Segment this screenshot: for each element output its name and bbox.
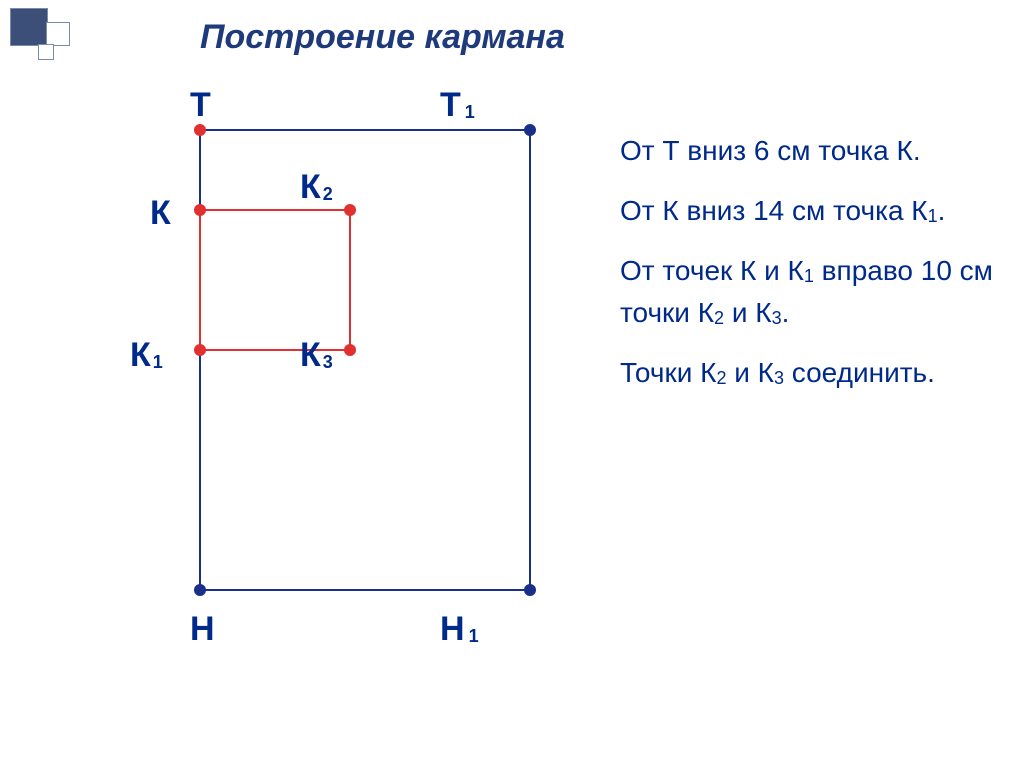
instr4-sub2: 3: [774, 368, 784, 388]
label-T: Т: [190, 86, 211, 124]
point-H: [194, 584, 206, 596]
instr4-text-b: и К: [726, 357, 774, 388]
inner-rect: [200, 210, 350, 350]
point-K2: [344, 204, 356, 216]
label-H: Н: [190, 610, 215, 648]
instr3-end: .: [782, 297, 790, 328]
label-H1: Н1: [440, 610, 479, 648]
instructions-block: От Т вниз 6 см точка К. От К вниз 14 см …: [620, 130, 1000, 412]
instr4-text-a: Точки К: [620, 357, 716, 388]
point-K1: [194, 344, 206, 356]
instr3-text-c: и К: [724, 297, 772, 328]
instr4-text-c: соединить.: [784, 357, 935, 388]
deco-square-3: [38, 44, 54, 60]
instr3-sub3: 3: [772, 308, 782, 328]
instr3-sub2: 2: [714, 308, 724, 328]
instruction-line-3: От точек К и К1 вправо 10 см точки К2 и …: [620, 250, 1000, 334]
deco-square-2: [46, 22, 70, 46]
instr2-text-a: От К вниз 14 см точка К: [620, 195, 928, 226]
outer-rect: [200, 130, 530, 590]
instr2-end: .: [938, 195, 946, 226]
instr2-sub: 1: [928, 206, 938, 226]
diagram-svg: Т Т1 К К2 К1 К3 Н Н1: [70, 80, 600, 680]
label-K1: К1: [130, 336, 163, 374]
page-title: Построение кармана: [200, 18, 565, 57]
label-K2: К2: [300, 168, 333, 206]
instruction-line-4: Точки К2 и К3 соединить.: [620, 352, 1000, 394]
point-T1: [524, 124, 536, 136]
point-T: [194, 124, 206, 136]
point-K: [194, 204, 206, 216]
instr3-text-a: От точек К и К: [620, 255, 804, 286]
instr4-sub1: 2: [716, 368, 726, 388]
point-H1: [524, 584, 536, 596]
label-K3: К3: [300, 336, 333, 374]
point-K3: [344, 344, 356, 356]
label-T1: Т1: [440, 86, 475, 124]
instruction-line-2: От К вниз 14 см точка К1.: [620, 190, 1000, 232]
label-K: К: [150, 194, 171, 232]
instruction-line-1: От Т вниз 6 см точка К.: [620, 130, 1000, 172]
deco-square-1: [10, 8, 48, 46]
instr3-sub1: 1: [804, 266, 814, 286]
instr1-text: От Т вниз 6 см точка К.: [620, 135, 921, 166]
